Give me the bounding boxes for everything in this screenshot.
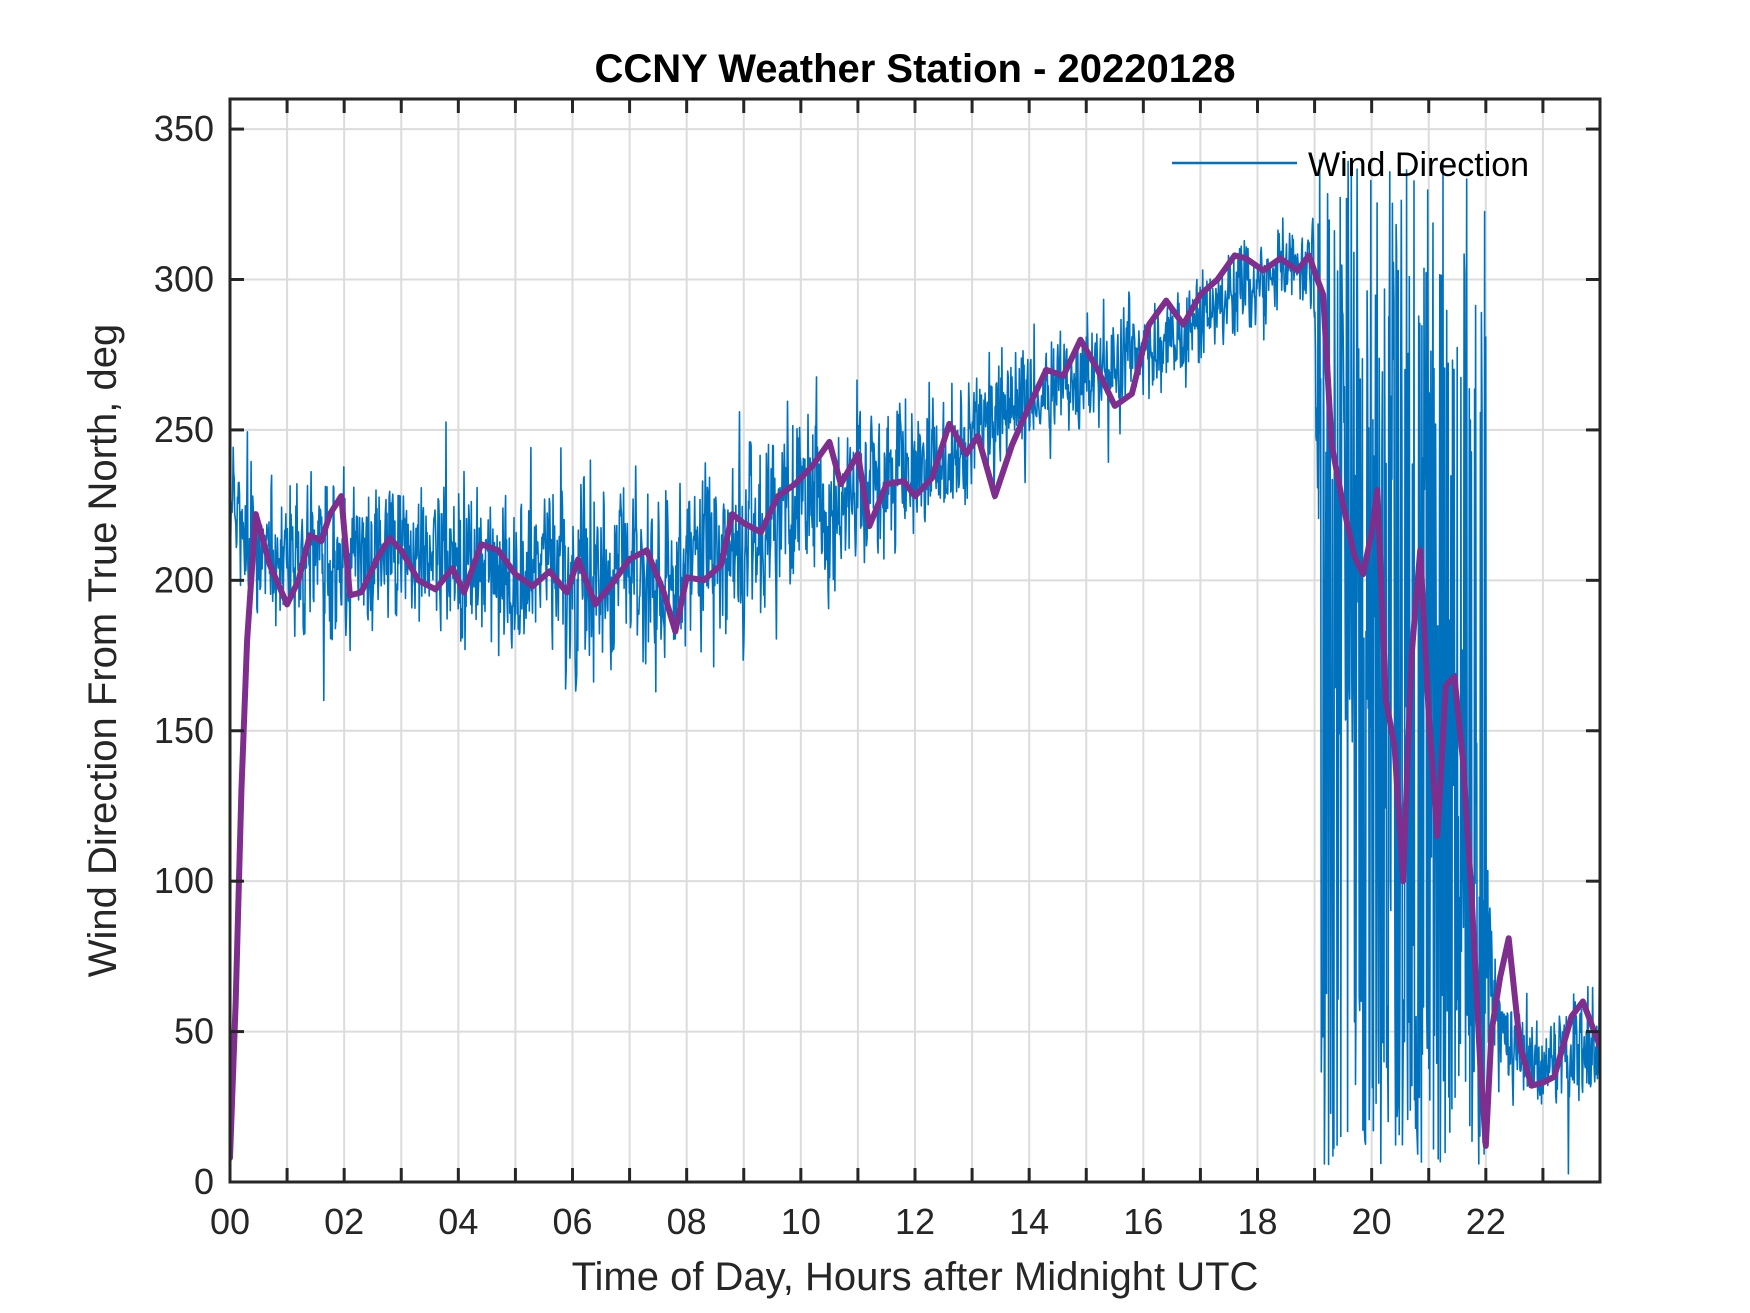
series-layer <box>230 159 1600 1175</box>
y-tick-label: 150 <box>154 710 214 751</box>
x-tick-label: 20 <box>1352 1201 1392 1242</box>
x-tick-label: 16 <box>1123 1201 1163 1242</box>
y-tick-label: 350 <box>154 108 214 149</box>
series-moving-average <box>230 252 1600 1161</box>
legend: Wind Direction <box>1172 146 1529 184</box>
x-tick-label: 00 <box>210 1201 250 1242</box>
x-tick-label: 04 <box>438 1201 478 1242</box>
y-tick-label: 100 <box>154 860 214 901</box>
y-tick-label: 200 <box>154 559 214 600</box>
y-tick-label: 50 <box>174 1011 214 1052</box>
x-tick-label: 22 <box>1466 1201 1506 1242</box>
x-axis-label: Time of Day, Hours after Midnight UTC <box>572 1255 1259 1299</box>
legend-label-wind-direction: Wind Direction <box>1308 146 1529 184</box>
x-tick-label: 06 <box>552 1201 592 1242</box>
x-tick-label: 14 <box>1009 1201 1049 1242</box>
y-axis-label: Wind Direction From True North, deg <box>81 324 125 978</box>
tick-labels: 00 02 04 06 08 10 12 14 16 18 20 22 0 50 100 150 200 250 3… <box>154 108 1506 1242</box>
y-tick-label: 300 <box>154 259 214 300</box>
axis-ticks <box>230 99 1600 1184</box>
y-tick-label: 0 <box>194 1161 214 1202</box>
chart-title: CCNY Weather Station - 20220128 <box>595 47 1236 91</box>
x-tick-label: 02 <box>324 1201 364 1242</box>
x-tick-label: 10 <box>781 1201 821 1242</box>
x-tick-label: 08 <box>667 1201 707 1242</box>
grid-lines <box>230 99 1600 1182</box>
x-tick-label: 18 <box>1237 1201 1277 1242</box>
y-tick-label: 250 <box>154 409 214 450</box>
x-tick-label: 12 <box>895 1201 935 1242</box>
